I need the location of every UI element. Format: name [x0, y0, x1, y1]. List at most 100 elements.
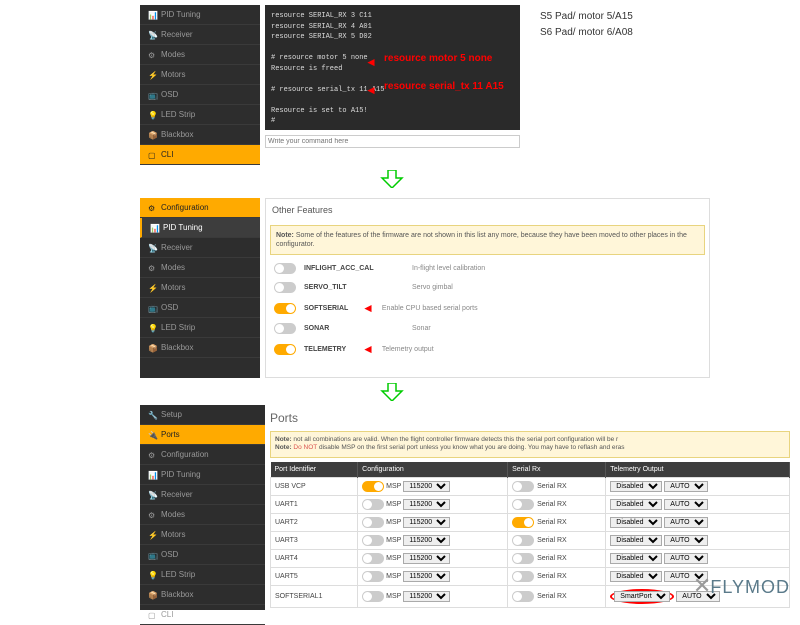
feature-toggle[interactable] [274, 323, 296, 334]
feature-desc: Enable CPU based serial ports [382, 305, 701, 312]
sidebar-item-motors[interactable]: ⚡Motors [140, 278, 260, 298]
feature-name: SERVO_TILT [304, 284, 404, 291]
nav-icon: 📡 [148, 244, 156, 252]
baud-select[interactable]: 115200 [403, 553, 450, 564]
nav-icon: 📺 [148, 91, 156, 99]
table-header: Port Identifier [271, 462, 358, 478]
msp-toggle[interactable] [362, 535, 384, 546]
nav-icon: 🔌 [148, 431, 156, 439]
telemetry-select[interactable]: Disabled [610, 481, 662, 492]
telemetry-select[interactable]: Disabled [610, 571, 662, 582]
sidebar-item-setup[interactable]: 🔧Setup [140, 405, 265, 425]
sidebar-item-motors[interactable]: ⚡Motors [140, 65, 260, 85]
sidebar-item-pid-tuning[interactable]: 📊PID Tuning [140, 465, 265, 485]
msp-toggle[interactable] [362, 481, 384, 492]
baud-select[interactable]: 115200 [403, 535, 450, 546]
msp-toggle[interactable] [362, 571, 384, 582]
nav-icon: 📦 [148, 591, 156, 599]
sidebar-item-blackbox[interactable]: 📦Blackbox [140, 585, 265, 605]
feature-toggle[interactable] [274, 344, 296, 355]
pad-note-2: S6 Pad/ motor 6/A08 [540, 27, 633, 38]
feature-row-softserial: SOFTSERIAL◄Enable CPU based serial ports [266, 297, 709, 319]
serialrx-toggle[interactable] [512, 535, 534, 546]
sidebar-item-led-strip[interactable]: 💡LED Strip [140, 565, 265, 585]
baud-select[interactable]: 115200 [403, 517, 450, 528]
table-header: Telemetry Output [606, 462, 790, 478]
sidebar-item-receiver[interactable]: 📡Receiver [140, 485, 265, 505]
sidebar-item-blackbox[interactable]: 📦Blackbox [140, 125, 260, 145]
baud-select[interactable]: 115200 [403, 571, 450, 582]
nav-icon: 📡 [148, 491, 156, 499]
msp-toggle[interactable] [362, 499, 384, 510]
baud-select[interactable]: 115200 [403, 499, 450, 510]
nav-icon: 📦 [148, 344, 156, 352]
telemetry-baud-select[interactable]: AUTO [664, 517, 708, 528]
telemetry-select[interactable]: Disabled [610, 499, 662, 510]
sidebar-p1: 📊PID Tuning📡Receiver⚙Modes⚡Motors📺OSD💡LE… [140, 5, 260, 160]
nav-icon: ⚙ [148, 511, 156, 519]
ports-title: Ports [270, 405, 790, 431]
feature-toggle[interactable] [274, 263, 296, 274]
sidebar-item-osd[interactable]: 📺OSD [140, 85, 260, 105]
msp-toggle[interactable] [362, 553, 384, 564]
baud-select[interactable]: 115200 [403, 481, 450, 492]
port-id: UART2 [271, 513, 358, 531]
telemetry-baud-select[interactable]: AUTO [664, 499, 708, 510]
sidebar-item-pid-tuning[interactable]: 📊PID Tuning [140, 5, 260, 25]
serialrx-toggle[interactable] [512, 571, 534, 582]
sidebar-item-cli[interactable]: ▢CLI [140, 605, 265, 625]
flymod-logo: ✕FLYMOD [693, 573, 790, 599]
telemetry-select[interactable]: Disabled [610, 553, 662, 564]
telemetry-select[interactable]: Disabled [610, 517, 662, 528]
sidebar-item-receiver[interactable]: 📡Receiver [140, 25, 260, 45]
nav-icon: 🔧 [148, 411, 156, 419]
sidebar-item-pid-tuning[interactable]: 📊PID Tuning [140, 218, 260, 238]
telemetry-baud-select[interactable]: AUTO [664, 535, 708, 546]
port-id: SOFTSERIAL1 [271, 585, 358, 607]
nav-icon: ⚡ [148, 531, 156, 539]
telemetry-baud-select[interactable]: AUTO [664, 481, 708, 492]
table-header: Serial Rx [508, 462, 606, 478]
feature-desc: Telemetry output [382, 346, 701, 353]
sidebar-item-cli[interactable]: ▢CLI [140, 145, 260, 165]
nav-icon: ▢ [148, 151, 156, 159]
sidebar-item-blackbox[interactable]: 📦Blackbox [140, 338, 260, 358]
sidebar-item-ports[interactable]: 🔌Ports [140, 425, 265, 445]
red-arrow-icon: ◄ [365, 55, 377, 69]
msp-toggle[interactable] [362, 591, 384, 602]
serialrx-toggle[interactable] [512, 517, 534, 528]
features-note: Note: Some of the features of the firmwa… [270, 225, 705, 255]
feature-toggle[interactable] [274, 282, 296, 293]
sidebar-item-led-strip[interactable]: 💡LED Strip [140, 318, 260, 338]
table-header: Configuration [358, 462, 508, 478]
feature-toggle[interactable] [274, 303, 296, 314]
telemetry-select[interactable]: SmartPort [614, 591, 670, 602]
sidebar-item-modes[interactable]: ⚙Modes [140, 505, 265, 525]
sidebar-item-receiver[interactable]: 📡Receiver [140, 238, 260, 258]
sidebar-item-osd[interactable]: 📺OSD [140, 298, 260, 318]
msp-toggle[interactable] [362, 517, 384, 528]
sidebar-item-led-strip[interactable]: 💡LED Strip [140, 105, 260, 125]
cli-input[interactable] [265, 135, 520, 148]
sidebar-item-configuration[interactable]: ⚙Configuration [140, 445, 265, 465]
serialrx-toggle[interactable] [512, 553, 534, 564]
serialrx-toggle[interactable] [512, 499, 534, 510]
telemetry-baud-select[interactable]: AUTO [664, 553, 708, 564]
telemetry-select[interactable]: Disabled [610, 535, 662, 546]
serialrx-toggle[interactable] [512, 481, 534, 492]
nav-icon: ⚡ [148, 284, 156, 292]
nav-icon: ⚡ [148, 71, 156, 79]
sidebar-item-modes[interactable]: ⚙Modes [140, 45, 260, 65]
table-row: UART4MSP 115200Serial RXDisabled AUTO [271, 549, 790, 567]
feature-row-servo_tilt: SERVO_TILTServo gimbal [266, 278, 709, 297]
sidebar-item-modes[interactable]: ⚙Modes [140, 258, 260, 278]
nav-icon: 📦 [148, 131, 156, 139]
baud-select[interactable]: 115200 [403, 591, 450, 602]
nav-icon: 📊 [150, 224, 158, 232]
serialrx-toggle[interactable] [512, 591, 534, 602]
cli-annotation-2: resource serial_tx 11 A15 [384, 81, 504, 92]
sidebar-item-configuration[interactable]: ⚙Configuration [140, 198, 260, 218]
port-id: USB VCP [271, 477, 358, 495]
sidebar-item-motors[interactable]: ⚡Motors [140, 525, 265, 545]
sidebar-item-osd[interactable]: 📺OSD [140, 545, 265, 565]
